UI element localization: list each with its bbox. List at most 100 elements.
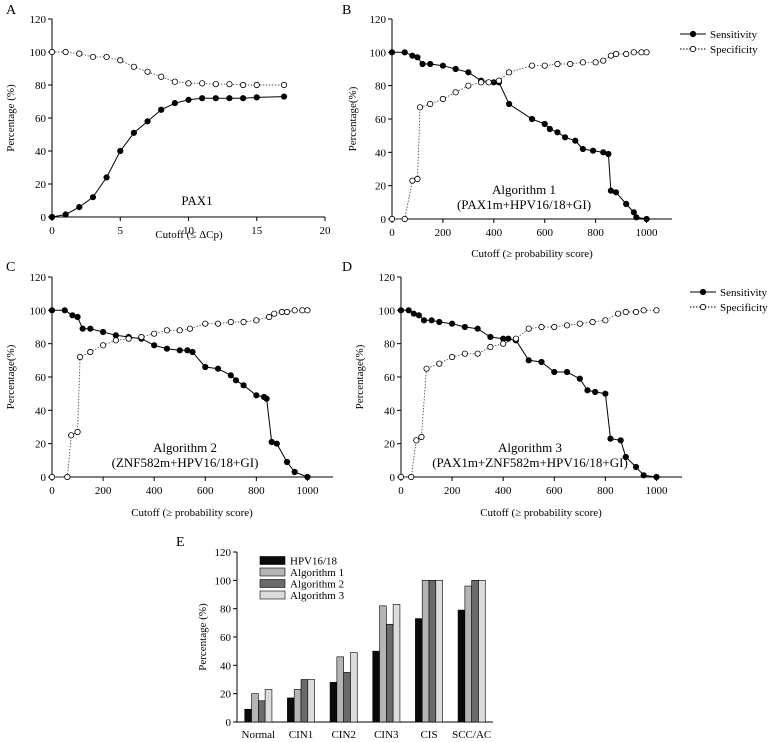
panel-b-specificity-point xyxy=(439,95,447,103)
panel-b-x-tick-label: 200 xyxy=(435,227,452,239)
panel-c-specificity-point xyxy=(74,428,81,436)
panel-c-sensitivity-point xyxy=(240,382,247,389)
panel-e-bar-algorithm-1 xyxy=(464,585,472,723)
panel-d-sensitivity-point xyxy=(505,335,512,342)
panel-d-sensitivity-point xyxy=(410,310,417,317)
panel-d-x-tick-label: 400 xyxy=(495,485,512,497)
panel-d-sensitivity-point xyxy=(500,335,507,342)
panel-b-specificity-point xyxy=(409,177,416,184)
panel-b-specificity-point xyxy=(607,52,615,59)
panel-e-category-label: CIS xyxy=(420,729,437,741)
panel-c-specificity-point xyxy=(253,317,260,324)
panel-a-sensitivity-point xyxy=(76,204,83,211)
panel-b-sensitivity-point xyxy=(589,147,597,154)
panel-e-bar-algorithm-3 xyxy=(350,652,358,723)
panel-e-bar-algorithm-1 xyxy=(421,580,430,723)
panel-c-sensitivity-point xyxy=(202,363,209,371)
panel-a-specificity-point xyxy=(89,53,97,61)
panel-a-annotation-line: PAX1 xyxy=(181,193,212,208)
panel-d-sensitivity-point xyxy=(592,388,599,396)
panel-c-sensitivity-point xyxy=(263,395,270,402)
panel-b-x-tick-label: 400 xyxy=(486,227,503,239)
panel-d-specificity-point xyxy=(408,473,415,481)
panel-label-a: A xyxy=(6,3,17,18)
panel-c-y-axis-title: Percentage(%) xyxy=(5,344,17,409)
panel-a-sensitivity-point xyxy=(212,95,219,102)
panel-d-y-tick-label: 80 xyxy=(384,339,396,351)
panel-b-specificity-point xyxy=(485,79,492,86)
panel-b-sensitivity-point xyxy=(630,209,637,216)
panel-b-y-tick-label: 120 xyxy=(370,14,387,26)
panel-b-x-axis-title: Cutoff (≥ probability score) xyxy=(471,248,593,260)
panel-b-specificity-point xyxy=(416,104,424,111)
panel-b-sensitivity-point xyxy=(546,125,553,133)
panel-c-sensitivity-point xyxy=(79,325,86,332)
panel-b-sensitivity-point xyxy=(427,60,434,68)
panel-a-y-tick-label: 80 xyxy=(35,80,47,92)
panel-a-specificity-point xyxy=(185,80,192,87)
panel-c-specificity-point xyxy=(227,318,234,326)
panel-d-y-tick-label: 60 xyxy=(384,372,396,384)
panel-d-specificity-point xyxy=(474,350,481,357)
panel-a-specificity-point xyxy=(76,50,83,57)
panel-d-sensitivity-point xyxy=(405,307,412,314)
panel-d-sensitivity-point xyxy=(415,312,422,319)
panel-c-sensitivity-point xyxy=(151,342,158,349)
panel-c-specificity-point xyxy=(87,348,94,356)
panel-b-specificity-point xyxy=(452,89,459,96)
panel-d-annotation-line: Algorithm 3 xyxy=(498,440,562,455)
panel-d-specificity-point xyxy=(632,308,640,316)
panel-c-sensitivity-point xyxy=(176,347,183,354)
panel-e-legend-label: Algorithm 1 xyxy=(290,567,344,579)
panel-a-sensitivity-point xyxy=(117,147,124,155)
panel-e-bar-algorithm-2 xyxy=(258,700,266,723)
panel-b-legend-label-sensitivity: Sensitivity xyxy=(710,29,758,41)
panel-d-sensitivity-point xyxy=(617,437,624,444)
panel-a-x-tick-label: 0 xyxy=(49,225,55,237)
panel-a-sensitivity-point xyxy=(48,213,56,221)
panel-d-specificity-point xyxy=(418,433,425,441)
panel-e-category-label: CIN2 xyxy=(331,729,355,741)
panel-c-specificity-point xyxy=(240,318,247,326)
panel-b-specificity-point xyxy=(600,57,607,64)
panel-d-sensitivity-point xyxy=(461,323,468,331)
panel-b-y-tick-label: 80 xyxy=(375,81,387,93)
panel-e-bar-algorithm-3 xyxy=(435,580,443,723)
panel-d-x-tick-label: 800 xyxy=(597,485,614,497)
panel-a-y-tick-label: 60 xyxy=(35,113,47,125)
panel-b-x-tick-label: 0 xyxy=(389,227,395,239)
panel-d-specificity-point xyxy=(563,322,571,329)
panel-d-y-tick-label: 20 xyxy=(384,439,396,451)
panel-b-sensitivity-point xyxy=(607,187,615,194)
panel-d-sensitivity-point xyxy=(602,390,609,397)
panel-d-specificity-point xyxy=(461,350,468,357)
panel-label-e: E xyxy=(176,535,185,550)
panel-e-bar-algorithm-3 xyxy=(307,679,315,723)
panel-a-sensitivity-point xyxy=(130,129,137,136)
panel-d-sensitivity-point xyxy=(607,435,614,442)
panel-d-specificity-point xyxy=(640,307,647,314)
panel-a-y-axis-title: Percentage (%) xyxy=(5,84,17,152)
panel-d-specificity-point xyxy=(525,325,532,332)
panel-c-specificity-point xyxy=(304,307,311,314)
panel-b-specificity-point xyxy=(528,62,536,69)
panel-c-x-tick-label: 200 xyxy=(95,485,112,497)
panel-a-sensitivity-point xyxy=(185,96,192,103)
panel-a-sensitivity-point xyxy=(158,106,165,113)
panel-e-category-label: CIN3 xyxy=(374,729,399,741)
panel-d-legend-label-specificity: Specificity xyxy=(720,302,768,314)
panel-a-chart: 0 20 40 60 80 100 120 Percentage (%) 0 5 10 15 20 Cut… xyxy=(5,14,331,241)
panel-a-specificity-point xyxy=(117,57,124,64)
panel-c-y-tick-label: 0 xyxy=(41,472,47,484)
panel-a-y-tick-label: 40 xyxy=(35,146,47,158)
panel-c-specificity-point xyxy=(48,473,56,481)
panel-a-specificity-point xyxy=(240,81,247,89)
panel-d-sensitivity-point xyxy=(551,368,558,376)
panel-d-sensitivity-point xyxy=(538,358,545,366)
panel-b-y-tick-label: 40 xyxy=(375,147,387,159)
panel-d-sensitivity-point xyxy=(420,317,428,324)
panel-e-category-label: CIN1 xyxy=(289,729,313,741)
panel-b-specificity-point xyxy=(505,69,513,76)
panel-e-bar-algorithm-3 xyxy=(264,689,273,723)
panel-d-sensitivity-point xyxy=(474,325,481,332)
